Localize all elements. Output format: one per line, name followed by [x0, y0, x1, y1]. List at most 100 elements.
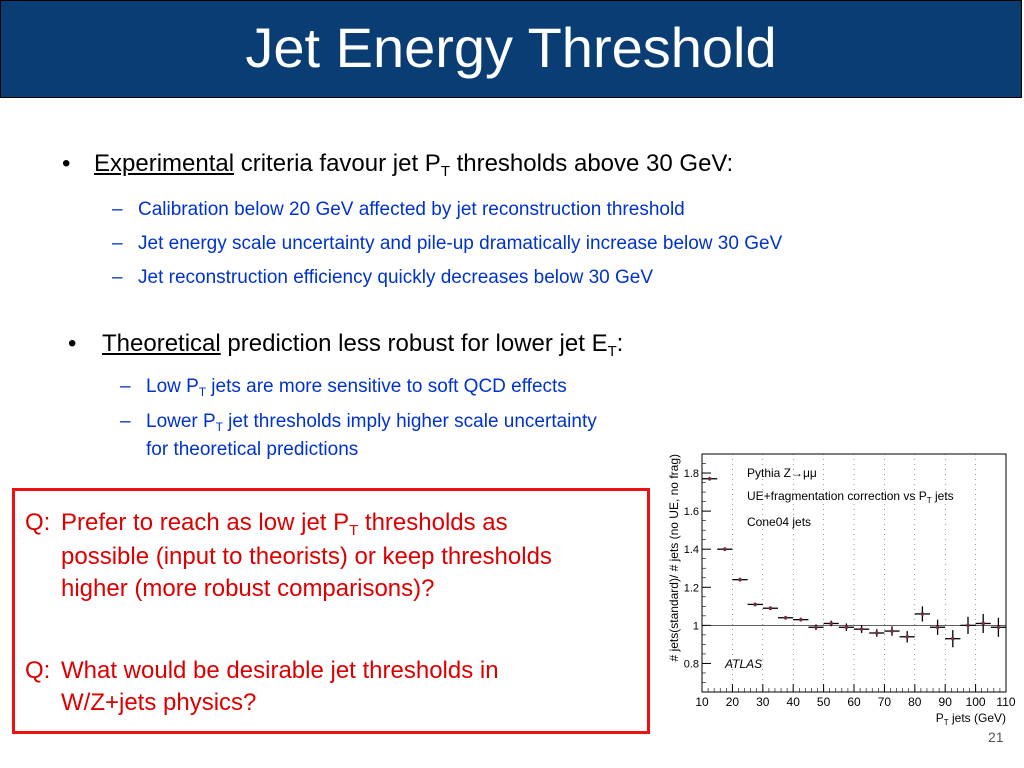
x-axis-label: PT jets (GeV)	[936, 711, 1006, 727]
x-tick-label: 40	[787, 695, 801, 709]
point-marker	[783, 615, 788, 620]
data-point	[884, 626, 900, 636]
point-marker	[844, 625, 849, 630]
bullet-keyword: Experimental	[94, 150, 235, 177]
x-tick-label: 80	[908, 695, 922, 709]
data-point	[960, 616, 976, 634]
point-marker	[951, 636, 955, 641]
bullet-subscript: T	[440, 164, 450, 181]
sub-item-jes: – Jet energy scale uncertainty and pile-…	[112, 232, 782, 256]
sub-item-text-tail: jet thresholds imply higher scale uncert…	[222, 411, 597, 432]
point-marker	[996, 625, 1001, 630]
data-point	[838, 623, 854, 632]
sub-item-soft-qcd: – Low PT jets are more sensitive to soft…	[120, 375, 567, 399]
chart-annotation: ATLAS	[724, 657, 762, 671]
x-tick-label: 90	[939, 695, 953, 709]
bullet-marker: •	[68, 330, 77, 357]
data-point	[702, 476, 718, 481]
data-points	[702, 476, 1006, 648]
x-tick-label: 30	[756, 695, 770, 709]
data-point	[899, 631, 915, 643]
bullet-experimental: • Experimental criteria favour jet PT th…	[62, 150, 734, 181]
data-point	[717, 547, 733, 552]
y-tick-label: 1.4	[684, 544, 699, 556]
data-point	[793, 617, 809, 622]
y-tick-label: 0.8	[684, 658, 699, 670]
sub-item-text: Lower P	[146, 411, 216, 432]
point-marker	[723, 547, 727, 551]
point-marker	[966, 623, 970, 628]
data-point	[762, 606, 778, 611]
sub-item-scale-uncertainty: – Lower PT jet thresholds imply higher s…	[120, 410, 597, 434]
question-text: Prefer to reach as low jet P	[61, 509, 350, 536]
chart: 10 20 30 40 50 60 70 80 90 100 110 0.8 1 1.2 1.4 1.6 1.…	[667, 453, 1016, 727]
data-point	[990, 617, 1006, 637]
bullet-subscript: T	[607, 344, 617, 361]
question-label: Q:	[25, 657, 51, 684]
data-point	[808, 624, 824, 631]
question-subscript: T	[349, 523, 359, 540]
dash-marker: –	[120, 411, 131, 432]
bullet-keyword: Theoretical	[102, 330, 221, 357]
x-ticks: 10 20 30 40 50 60 70 80 90 100 110	[695, 684, 1016, 709]
question-1-line2: possible (input to theorists) or keep th…	[61, 543, 552, 570]
legend-line-3: Cone04 jets	[747, 515, 811, 529]
sub-item-text-tail: jets are more sensitive to soft QCD effe…	[206, 376, 567, 397]
question-text: What would be desirable jet thresholds i…	[61, 657, 499, 684]
question-box: Q: Prefer to reach as low jet PT thresho…	[12, 488, 650, 734]
point-marker	[905, 634, 909, 639]
legend-line-2: UE+fragmentation correction vs PT jets	[747, 489, 954, 505]
sub-item-subscript: T	[198, 386, 206, 400]
sub-item-text: Calibration below 20 GeV affected by jet…	[138, 199, 685, 220]
x-tick-label: 60	[847, 695, 861, 709]
slide-title: Jet Energy Threshold	[245, 16, 777, 79]
bullet-text: criteria favour jet P	[234, 150, 441, 177]
bullet-marker: •	[62, 150, 71, 177]
dash-marker: –	[112, 233, 123, 254]
title-bar: Jet Energy Threshold	[0, 0, 1022, 98]
y-tick-label: 1.2	[684, 582, 699, 594]
y-tick-label: 1.8	[684, 468, 699, 480]
point-marker	[768, 606, 773, 611]
question-2-line2: W/Z+jets physics?	[61, 689, 257, 716]
chart-frame	[701, 453, 1007, 693]
dash-marker: –	[112, 199, 123, 220]
page-number: 21	[988, 730, 1004, 742]
sub-item-calibration: – Calibration below 20 GeV affected by j…	[112, 198, 685, 222]
point-marker	[814, 625, 818, 630]
point-marker	[890, 629, 894, 633]
point-marker	[753, 602, 757, 607]
x-tick-label: 110	[996, 695, 1015, 709]
question-text-tail: thresholds as	[358, 509, 508, 536]
sub-item-text: Jet reconstruction efficiency quickly de…	[138, 267, 654, 288]
x-tick-label: 100	[966, 695, 986, 709]
data-point	[823, 620, 839, 627]
bullet-text: prediction less robust for lower jet E	[220, 330, 608, 357]
question-2: Q: What would be desirable jet threshold…	[25, 656, 499, 686]
x-tick-label: 70	[878, 695, 892, 709]
point-marker	[981, 621, 985, 626]
question-label: Q:	[25, 509, 51, 536]
point-marker	[707, 476, 712, 481]
question-1: Q: Prefer to reach as low jet PT thresho…	[25, 508, 508, 540]
sub-item-text: Low P	[146, 376, 199, 397]
bullet-text-tail: :	[616, 330, 624, 357]
x-tick-label: 10	[695, 695, 709, 709]
data-point	[747, 602, 763, 607]
data-point	[854, 625, 870, 633]
point-marker	[875, 631, 879, 635]
data-point	[869, 629, 885, 637]
dash-marker: –	[120, 376, 131, 397]
sub-item-subscript: T	[215, 421, 223, 435]
y-tick-label: 1	[693, 620, 699, 632]
legend-line-1: Pythia Z→μμ	[747, 466, 817, 480]
data-point	[945, 630, 961, 648]
data-point	[914, 606, 930, 622]
bullet-text-tail: thresholds above 30 GeV:	[449, 150, 734, 177]
point-marker	[738, 577, 742, 582]
dash-marker: –	[112, 267, 123, 288]
y-axis-label: # jets(standard)/ # jets (no UE, no frag…	[667, 454, 681, 661]
data-point	[732, 577, 748, 582]
x-tick-label: 20	[726, 695, 740, 709]
data-point	[975, 613, 991, 633]
